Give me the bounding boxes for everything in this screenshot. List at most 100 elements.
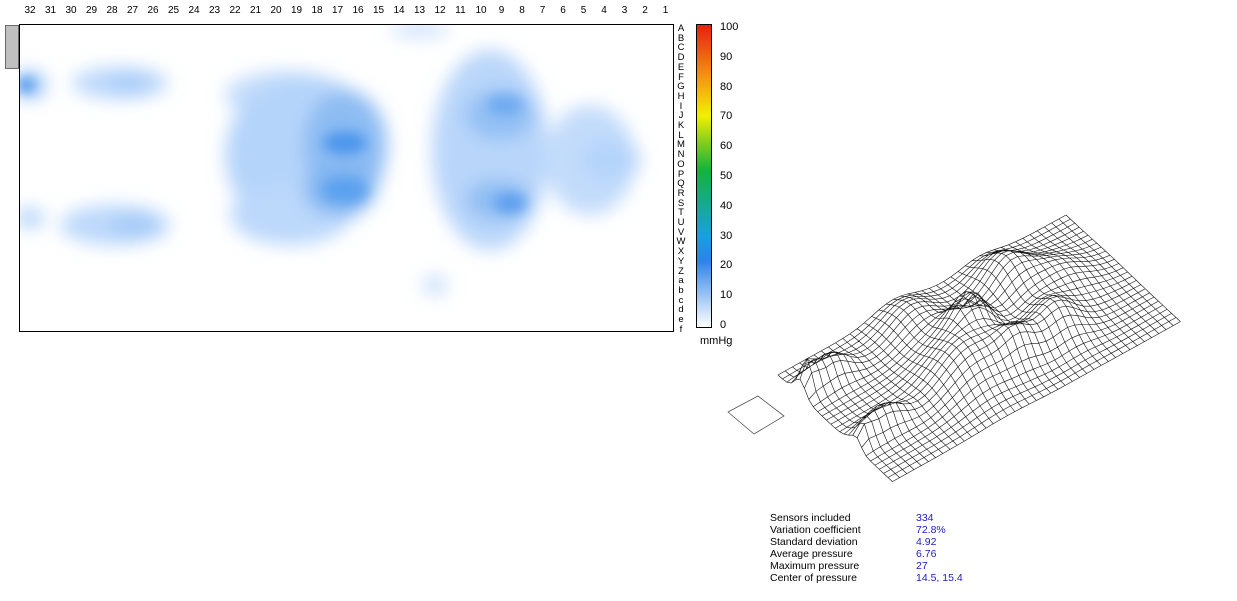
surface-wireframe [777,214,1181,482]
column-number: 17 [331,5,344,16]
statistics-panel: Sensors included 334 Variation coefficient… [770,512,963,584]
column-number: 8 [519,5,525,16]
column-number: 22 [229,5,241,16]
row-letter: F [678,71,684,83]
column-number: 3 [621,5,628,16]
row-letter: f [679,323,683,335]
column-number: 30 [65,5,77,16]
column-number: 27 [126,5,139,16]
column-number: 6 [560,5,566,16]
row-letter: O [677,158,685,170]
column-number-header: 32 31 30 29 28 27 26 25 24 23 22 21 20 19 18 17 16 15 14 13… [0,5,700,19]
column-number: 9 [498,5,505,16]
stat-row: Maximum pressure 27 [770,560,963,572]
column-number: 25 [167,5,180,16]
stat-value: 334 [916,512,934,524]
row-letter: U [677,217,685,228]
column-number: 10 [475,5,487,16]
stat-row: Standard deviation 4.92 [770,536,963,548]
row-letter: Z [678,265,684,277]
column-number: 20 [270,5,282,16]
column-number: 32 [24,5,36,16]
column-number: 16 [352,5,364,16]
stat-value: 27 [916,560,928,572]
row-letter: a [678,275,684,287]
scale-tick-label: 100 [720,21,739,33]
pressure-heatmap[interactable] [19,24,674,332]
row-letter: H [677,90,685,102]
column-number: 31 [44,5,57,16]
stat-value: 14.5, 15.4 [916,572,963,584]
stat-row: Average pressure 6.76 [770,548,963,560]
row-letter: c [678,294,684,306]
column-number: 21 [249,5,262,16]
row-letter: N [677,149,685,161]
pressure-3d-surface[interactable] [720,170,1237,510]
row-letter: P [677,168,685,180]
stat-label: Center of pressure [770,572,857,584]
column-number: 23 [208,5,221,16]
stat-label: Average pressure [770,548,853,560]
row-letter: d [678,304,684,316]
color-scale-bar [696,24,712,328]
row-letter: b [678,284,684,296]
column-number: 14 [393,5,405,16]
column-number: 24 [188,5,200,16]
stat-label: Maximum pressure [770,560,860,572]
column-number: 2 [642,5,648,16]
stat-label: Variation coefficient [770,524,861,536]
row-letter: E [677,61,685,73]
row-letter: V [677,226,685,238]
scale-tick-label: 50 [720,170,733,182]
column-number: 19 [290,5,303,16]
scale-tick-label: 80 [720,80,733,93]
scale-tick-label: 20 [720,259,733,272]
column-number: 5 [580,5,587,16]
row-letter: Q [677,178,685,190]
scale-tick-label: 30 [720,229,733,242]
stat-label: Standard deviation [770,536,858,548]
column-number: 7 [539,5,546,16]
stat-value: 4.92 [916,536,937,548]
row-letter: Y [677,255,685,267]
row-letter: D [677,52,685,64]
column-number: 29 [85,5,98,16]
scale-tick-label: 0 [720,319,727,331]
legend-unit: mmHg [700,335,733,347]
stat-value: 6.76 [916,548,937,560]
row-letter: J [678,110,684,122]
row-letter: W [676,236,686,248]
row-letter: I [679,100,683,112]
stat-label: Sensors included [770,512,851,524]
stat-value: 72.8% [916,524,946,536]
column-number: 12 [434,5,446,16]
column-number: 1 [662,5,669,16]
row-letter: M [677,139,685,151]
scale-tick-label: 40 [720,199,733,212]
row-letter: X [677,246,685,258]
column-number: 18 [311,5,323,16]
column-number: 15 [372,5,385,16]
row-letter: e [678,314,684,325]
scroll-handle[interactable] [5,25,19,69]
scale-tick-label: 90 [720,50,733,63]
row-letter: A [677,23,685,34]
heatmap-canvas [20,25,640,295]
stat-row: Sensors included 334 [770,512,963,524]
surface-origin-marker [727,395,785,435]
column-number: 13 [413,5,426,16]
row-letter: S [677,197,685,209]
row-letter: C [677,42,685,54]
column-number: 26 [147,5,159,16]
row-letter: R [677,187,685,199]
column-number: 11 [455,5,466,16]
column-number: 28 [106,5,118,16]
row-letter: L [678,129,684,141]
scale-tick-label: 10 [720,289,733,302]
scale-tick-label: 60 [720,140,733,153]
row-letter: T [678,207,684,219]
stat-row: Variation coefficient 72.8% [770,524,963,536]
row-letter: B [677,32,685,44]
row-letter: G [677,81,685,93]
